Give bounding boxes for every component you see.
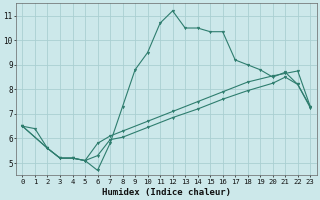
X-axis label: Humidex (Indice chaleur): Humidex (Indice chaleur) bbox=[102, 188, 231, 197]
